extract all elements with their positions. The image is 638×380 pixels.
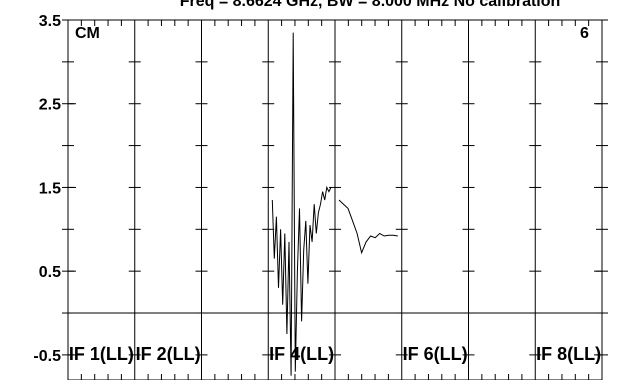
corner-label-right: 6 (580, 25, 589, 42)
panel-label: IF 2(LL) (136, 344, 201, 364)
corner-label-left: CM (75, 25, 100, 42)
y-tick-label: 3.5 (39, 13, 61, 30)
plot-frame (67, 19, 603, 380)
chart-title: Freq = 8.6624 GHz, BW = 8.000 MHz No cal… (180, 0, 561, 10)
y-tick-label: 1.5 (39, 180, 61, 197)
y-tick-labels: 3.5 2.5 1.5 0.5 -0.5 (33, 13, 61, 365)
panel-label: IF 6(LL) (403, 344, 468, 364)
tick-marks (62, 19, 608, 380)
series-line (338, 199, 398, 255)
panel-label: IF 8(LL) (536, 344, 601, 364)
data-series (271, 32, 398, 376)
series-line (271, 32, 332, 376)
panel-label: IF 1(LL) (69, 344, 134, 364)
panel-labels: IF 1(LL) IF 2(LL) IF 4(LL) IF 6(LL) IF 8(LL) (69, 344, 601, 364)
y-tick-label: 0.5 (39, 264, 61, 281)
y-tick-label: 2.5 (39, 97, 61, 114)
grid (134, 20, 536, 380)
panel-label: IF 4(LL) (269, 344, 334, 364)
y-tick-label: -0.5 (33, 348, 61, 365)
